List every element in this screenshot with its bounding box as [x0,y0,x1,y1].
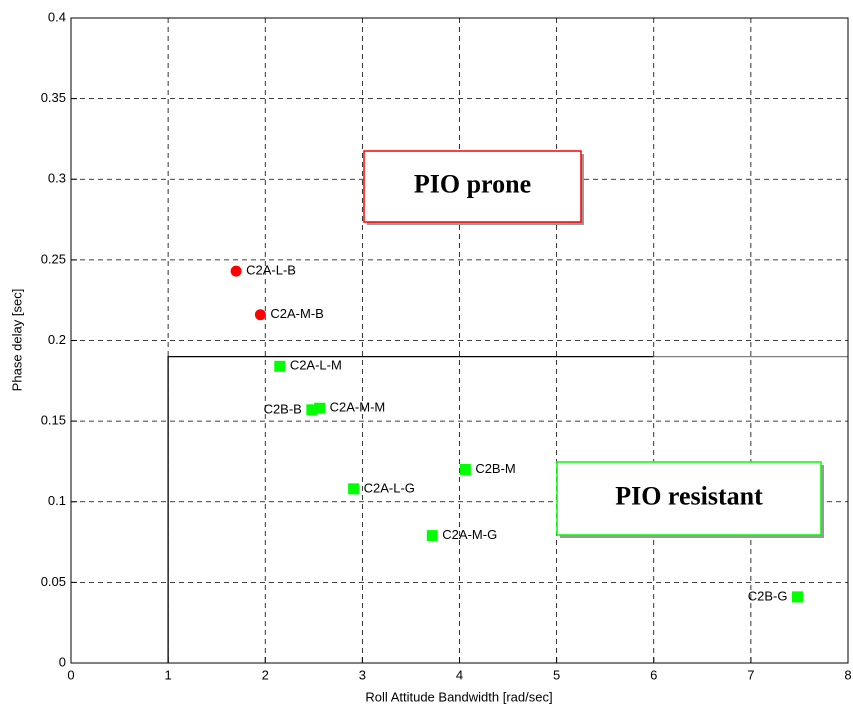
y-tick-label: 0.1 [48,493,66,508]
x-tick-label: 7 [747,667,754,682]
x-tick-label: 6 [650,667,657,682]
point [274,360,286,372]
y-axis-label: Phase delay [sec] [9,289,24,392]
x-tick-label: 4 [456,667,463,682]
point [348,483,360,495]
y-tick-label: 0.4 [48,9,66,24]
point [426,530,438,542]
point [314,402,326,414]
axes-box [70,17,849,664]
point-label: C2A-L-B [246,263,296,278]
point-label: C2B-M [475,461,515,476]
x-tick-label: 5 [553,667,560,682]
x-tick-label: 0 [67,667,74,682]
point-label: C2B-G [748,588,788,603]
point [254,309,266,321]
point [230,265,242,277]
x-tick-label: 8 [844,667,851,682]
y-tick-label: 0.2 [48,332,66,347]
y-tick-label: 0.05 [41,574,66,589]
point [459,464,471,475]
point [791,591,803,603]
annotation: PIO prone [414,169,531,198]
x-tick-label: 2 [262,667,269,682]
point-label: C2A-M-G [442,527,497,542]
x-tick-label: 3 [359,667,366,682]
y-tick-label: 0 [59,654,66,669]
y-tick-label: 0.15 [41,413,66,428]
point-label: C2A-M-B [270,306,323,321]
point [306,404,318,416]
point-label: C2B-B [264,401,302,416]
point-label: C2A-L-G [364,480,415,495]
annotation-box [556,461,822,536]
y-tick-label: 0.35 [41,90,66,105]
point-label: C2A-L-M [290,358,342,373]
y-tick-label: 0.3 [48,171,66,186]
annotation: PIO resistant [615,481,763,510]
boundary-line [167,355,654,663]
x-tick-label: 1 [165,667,172,682]
y-tick-label: 0.25 [41,251,66,266]
x-axis-label: Roll Attitude Bandwidth [rad/sec] [365,689,552,704]
annotation-box [363,150,582,223]
point-label: C2A-M-M [330,400,386,415]
